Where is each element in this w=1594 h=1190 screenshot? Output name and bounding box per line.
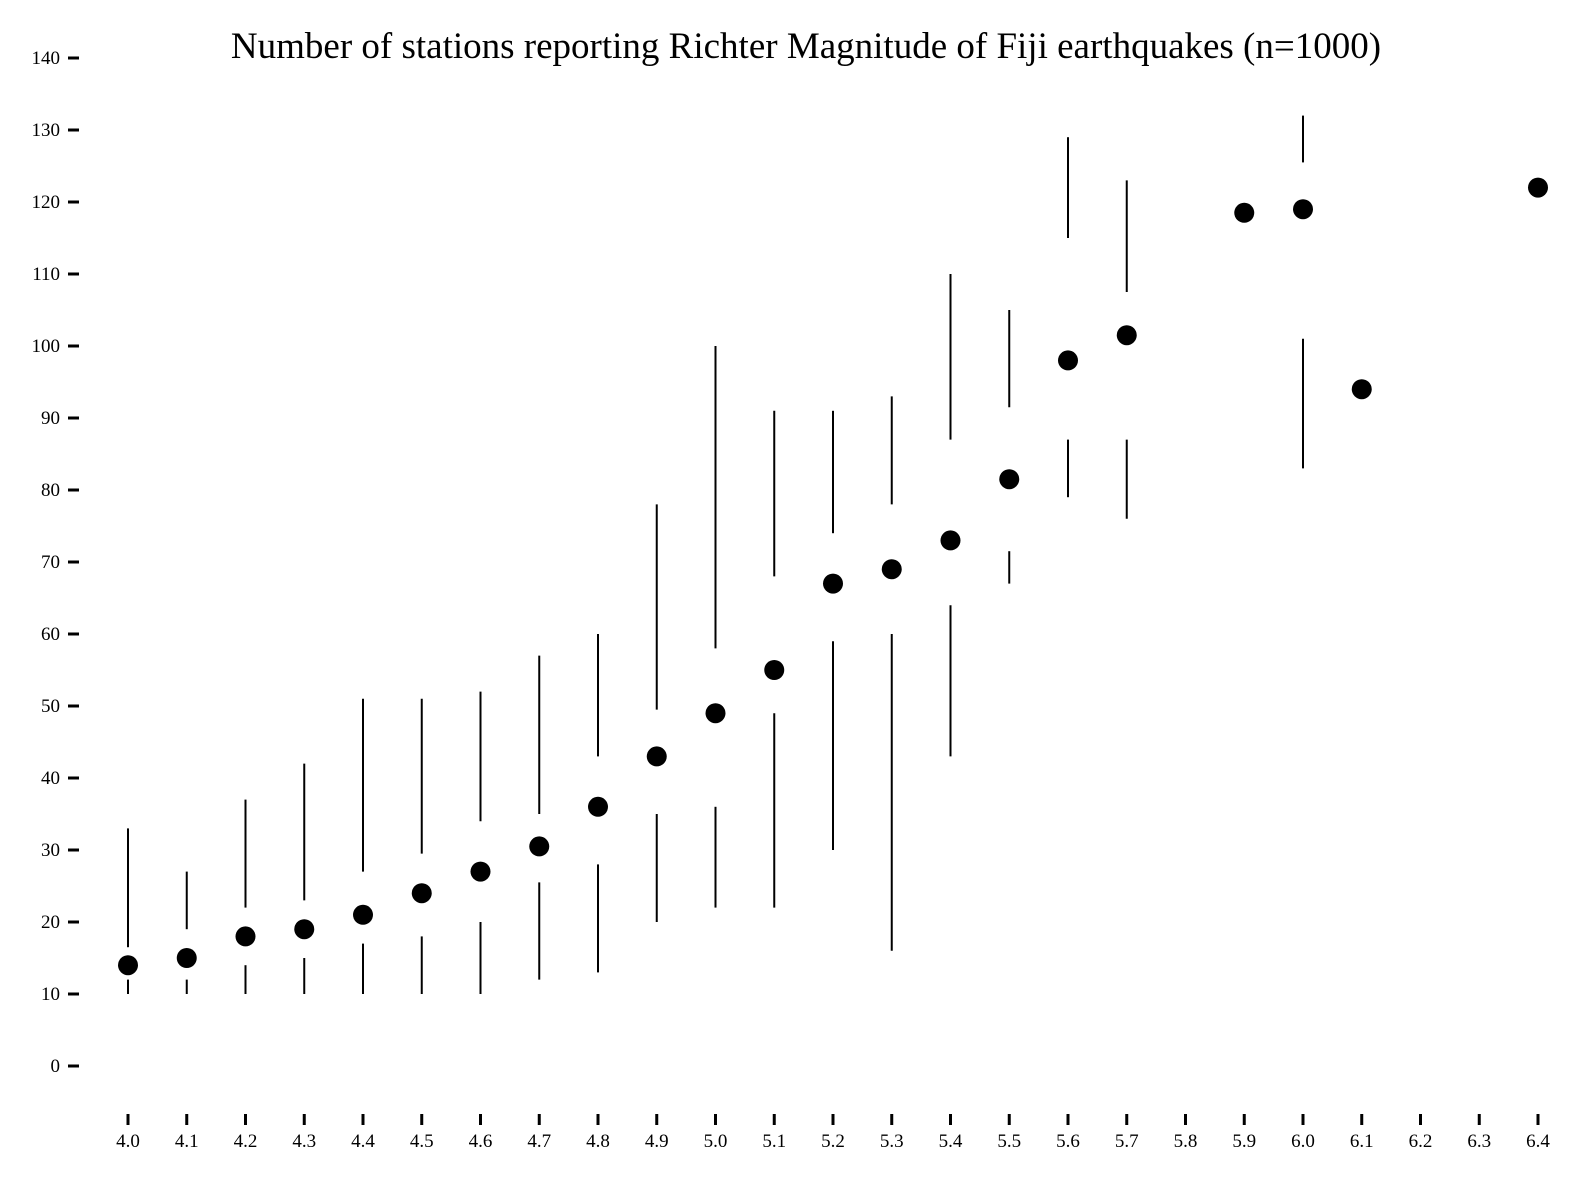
x-tick-label: 5.5: [997, 1131, 1021, 1152]
median-point: [1351, 379, 1372, 400]
x-tick-label: 5.0: [704, 1131, 728, 1152]
y-tick-label: 30: [41, 840, 60, 861]
x-tick-label: 4.3: [292, 1131, 316, 1152]
y-axis: 0 10 20 30 40 50 60 70 80 90 100 110 120 130 140: [32, 48, 79, 1077]
median-point: [999, 469, 1020, 490]
x-tick-label: 6.1: [1350, 1131, 1374, 1152]
x-tick-label: 5.7: [1115, 1131, 1139, 1152]
x-tick-label: 5.6: [1056, 1131, 1080, 1152]
median-point: [118, 955, 138, 976]
x-tick-label: 5.3: [880, 1131, 904, 1152]
median-point: [1116, 325, 1137, 346]
x-tick-label: 4.4: [351, 1131, 375, 1152]
y-tick-label: 80: [41, 480, 60, 501]
median-point: [646, 746, 667, 767]
chart-title: Number of stations reporting Richter Mag…: [231, 26, 1381, 67]
median-point: [881, 559, 902, 580]
plot-marks: [118, 115, 1548, 994]
x-tick-label: 4.1: [175, 1131, 199, 1152]
x-axis: 4.0 4.1 4.2 4.3 4.4 4.5 4.6 4.7 4.8 4.9 5.0 5.1 5.2 5…: [116, 1114, 1550, 1152]
y-tick-label: 60: [41, 624, 60, 645]
y-tick-label: 140: [32, 48, 61, 69]
x-tick-label: 6.2: [1409, 1131, 1433, 1152]
median-point: [1293, 199, 1313, 220]
x-tick-label: 5.8: [1174, 1131, 1198, 1152]
median-point: [529, 836, 550, 857]
median-point: [1528, 177, 1548, 198]
x-tick-label: 4.5: [410, 1131, 434, 1152]
y-tick-label: 90: [41, 408, 60, 429]
y-tick-label: 0: [51, 1056, 61, 1077]
y-tick-label: 70: [41, 552, 60, 573]
y-tick-label: 130: [32, 120, 61, 141]
y-tick-label: 20: [41, 912, 60, 933]
x-tick-label: 6.3: [1467, 1131, 1491, 1152]
median-point: [294, 919, 315, 940]
x-tick-label: 5.1: [762, 1131, 786, 1152]
x-tick-label: 5.9: [1232, 1131, 1256, 1152]
x-tick-label: 5.2: [821, 1131, 845, 1152]
x-tick-label: 4.8: [586, 1131, 610, 1152]
x-tick-label: 5.4: [939, 1131, 963, 1152]
x-tick-label: 4.9: [645, 1131, 669, 1152]
y-tick-label: 40: [41, 768, 60, 789]
median-point: [588, 796, 608, 817]
median-point: [176, 948, 197, 968]
median-point: [764, 660, 785, 680]
x-tick-label: 4.6: [469, 1131, 493, 1152]
y-tick-label: 100: [32, 336, 61, 357]
x-tick-label: 4.7: [527, 1131, 551, 1152]
median-point: [235, 926, 256, 947]
median-point: [353, 904, 373, 925]
median-point: [1058, 350, 1078, 371]
y-tick-label: 110: [32, 264, 60, 285]
y-tick-label: 50: [41, 696, 60, 717]
x-tick-label: 6.4: [1526, 1131, 1550, 1152]
y-tick-label: 10: [41, 984, 60, 1005]
x-tick-label: 4.0: [116, 1131, 140, 1152]
median-point: [411, 883, 432, 904]
x-tick-label: 6.0: [1291, 1131, 1315, 1152]
median-point: [1234, 202, 1255, 223]
median-point: [940, 530, 961, 551]
median-point: [823, 573, 843, 594]
y-tick-label: 120: [32, 192, 61, 213]
median-point: [470, 861, 491, 882]
x-tick-label: 4.2: [234, 1131, 258, 1152]
median-point: [705, 703, 726, 724]
